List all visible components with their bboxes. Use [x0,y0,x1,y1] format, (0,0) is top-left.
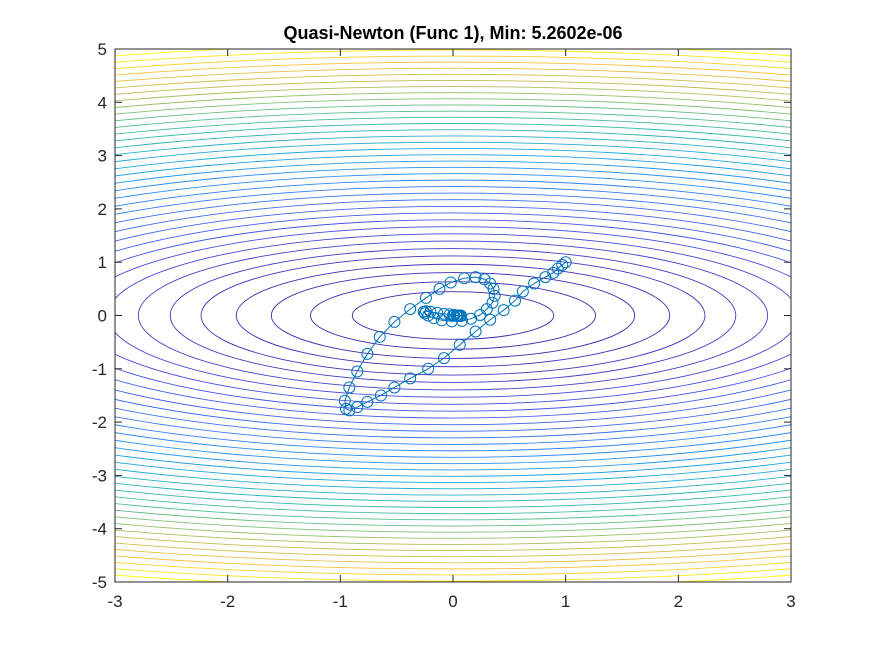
x-tick-label: -1 [333,592,348,611]
contour-lines [115,49,791,582]
contour-level [115,233,791,398]
x-axis: -3 -2 -1 0 1 2 3 [107,49,796,611]
contour-level [115,80,791,551]
contour-level [270,272,636,359]
y-tick-label: -4 [92,520,107,539]
contour-level [115,129,791,502]
contour-level [115,186,791,445]
contour-level [115,141,791,490]
trajectory-point [437,352,450,365]
trajectory-point [508,294,521,307]
trajectory-point [539,271,552,284]
contour-level [351,291,555,340]
trajectory-point [447,309,459,322]
contour-level [115,116,791,515]
trajectory-point [484,313,497,326]
contour-level [115,104,791,527]
trajectory-point [404,372,417,385]
trajectory-point [418,307,431,320]
contour-level [115,73,791,558]
trajectory-point [559,256,572,269]
trajectory-point [419,291,432,304]
y-tick-label: -5 [92,573,107,592]
x-tick-label: 2 [674,592,683,611]
trajectory-point [373,330,386,343]
contour-level [115,61,791,570]
contour-level [115,212,791,419]
contour-level [115,226,791,405]
contour-level [115,199,791,432]
trajectory-point [556,258,569,271]
trajectory-point [431,306,444,319]
trajectory-point [422,362,435,375]
contour-level [115,110,791,521]
trajectory-point [374,389,387,402]
trajectory-point [453,338,466,351]
contour-level [115,92,791,539]
contour-level [115,154,791,477]
y-tick-label: -1 [92,360,107,379]
trajectory-point [469,271,482,284]
y-tick-label: -2 [92,413,107,432]
trajectory-point [551,262,564,275]
trajectory-point [343,381,356,394]
contour-level [115,135,791,496]
trajectory-point [437,307,450,320]
contour-level [115,123,791,508]
trajectory-point [547,266,560,279]
y-tick-label: 2 [98,200,107,219]
contour-level [169,248,737,383]
contour-level [115,160,791,471]
contour-level [115,192,791,439]
trajectory-point [361,347,374,360]
trajectory-point [469,325,482,338]
contour-level [115,179,791,452]
contour-level [115,219,791,412]
x-tick-label: -3 [107,592,122,611]
trajectory-point [487,282,500,295]
trajectory-point [351,365,364,378]
trajectory-point [435,314,448,327]
trajectory-point [444,276,457,289]
contour-level [115,55,791,576]
y-tick-label: 1 [98,253,107,272]
contour-level [115,205,791,426]
contour-level [115,67,791,564]
y-tick-label: 4 [98,93,107,112]
contour-level [115,166,791,465]
contour-level [200,255,706,376]
x-tick-label: 3 [786,592,795,611]
trajectory-point [338,394,351,407]
trajectory-point [404,303,417,316]
trajectory-point [339,402,352,415]
x-tick-label: -2 [220,592,235,611]
y-axis: -5 -4 -3 -2 -1 0 1 2 3 4 5 [92,40,791,592]
trajectory-point [516,285,529,298]
trajectory-point [488,289,501,302]
y-tick-label: 3 [98,147,107,166]
trajectory-point [497,304,510,317]
trajectory-point [388,381,401,394]
contour-level [115,86,791,545]
trajectory-point [528,277,541,290]
trajectory-point [433,282,446,295]
contour-level [115,173,791,458]
contour-level [137,240,769,391]
y-tick-label: 0 [98,307,107,326]
contour-level [115,148,791,483]
chart-title: Quasi-Newton (Func 1), Min: 5.2602e-06 [283,23,622,43]
trajectory-point [361,395,374,408]
y-tick-label: 5 [98,40,107,59]
y-tick-label: -3 [92,466,107,485]
trajectory-point [388,315,401,328]
trajectory-point [424,305,437,318]
x-tick-label: 1 [561,592,570,611]
x-tick-label: 0 [448,592,457,611]
trajectory-series [338,256,572,417]
contour-level [115,98,791,533]
contour-level [235,263,671,368]
